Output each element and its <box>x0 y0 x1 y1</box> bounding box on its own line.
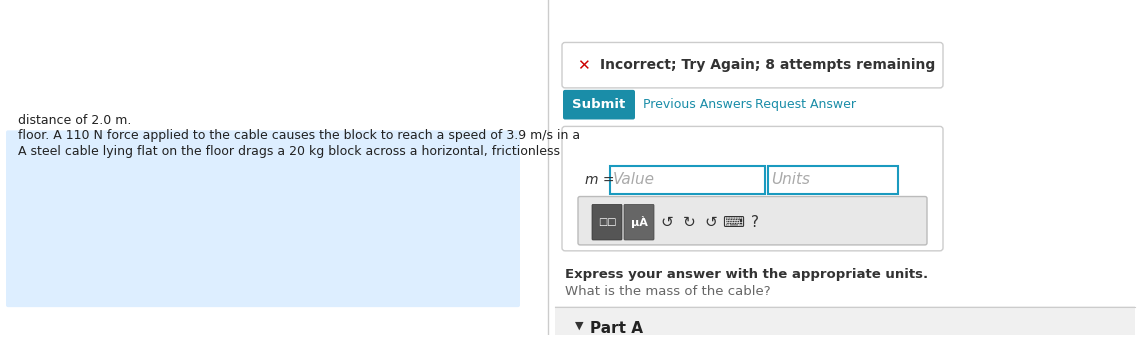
Text: ?: ? <box>750 215 758 230</box>
Text: Request Answer: Request Answer <box>755 98 856 111</box>
FancyBboxPatch shape <box>562 126 943 251</box>
Text: What is the mass of the cable?: What is the mass of the cable? <box>565 285 771 298</box>
Text: m =: m = <box>585 173 614 187</box>
Text: ↻: ↻ <box>683 215 696 230</box>
Text: Express your answer with the appropriate units.: Express your answer with the appropriate… <box>565 267 928 281</box>
Text: ⌨: ⌨ <box>722 215 744 230</box>
FancyBboxPatch shape <box>591 204 622 240</box>
Text: ▼: ▼ <box>575 321 583 331</box>
Text: distance of 2.0 m.: distance of 2.0 m. <box>18 114 132 126</box>
FancyBboxPatch shape <box>555 306 1135 335</box>
Text: ✕: ✕ <box>577 58 589 73</box>
FancyBboxPatch shape <box>578 197 927 245</box>
Text: ↺: ↺ <box>705 215 717 230</box>
Text: µÀ: µÀ <box>630 216 648 228</box>
FancyBboxPatch shape <box>562 42 943 88</box>
FancyBboxPatch shape <box>768 166 898 194</box>
Text: □□: □□ <box>598 217 617 227</box>
FancyBboxPatch shape <box>563 90 635 119</box>
Text: Part A: Part A <box>590 321 643 336</box>
FancyBboxPatch shape <box>6 131 521 307</box>
Text: Incorrect; Try Again; 8 attempts remaining: Incorrect; Try Again; 8 attempts remaini… <box>599 58 936 72</box>
Text: ↺: ↺ <box>660 215 674 230</box>
FancyBboxPatch shape <box>610 166 765 194</box>
Text: Value: Value <box>613 172 656 187</box>
Text: Units: Units <box>771 172 810 187</box>
Text: Previous Answers: Previous Answers <box>643 98 753 111</box>
Text: floor. A 110 N force applied to the cable causes the block to reach a speed of 3: floor. A 110 N force applied to the cabl… <box>18 129 580 142</box>
Text: A steel cable lying flat on the floor drags a 20 kg block across a horizontal, f: A steel cable lying flat on the floor dr… <box>18 145 561 158</box>
Text: Submit: Submit <box>572 98 626 111</box>
FancyBboxPatch shape <box>623 204 654 240</box>
